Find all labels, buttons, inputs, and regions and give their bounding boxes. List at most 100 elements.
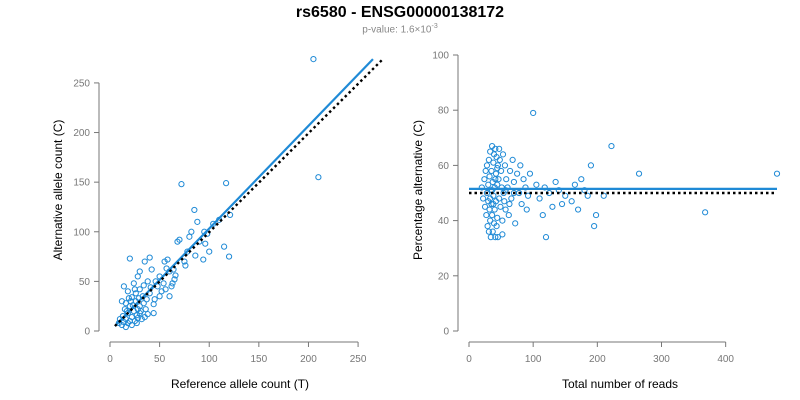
y-tick-label: 0 — [84, 327, 90, 338]
x-tick-label: 200 — [589, 354, 606, 365]
data-point — [492, 176, 499, 183]
y-tick-label: 100 — [73, 227, 90, 238]
data-point — [482, 167, 489, 175]
data-point — [315, 174, 322, 181]
data-point — [494, 162, 501, 169]
data-point — [480, 195, 487, 202]
data-point — [310, 56, 317, 63]
data-point — [223, 180, 230, 187]
data-point — [486, 173, 493, 180]
data-point — [522, 184, 529, 191]
data-point — [499, 217, 506, 224]
x-axis-label: Total number of reads — [562, 377, 678, 391]
data-point — [485, 156, 492, 163]
data-point — [496, 156, 503, 163]
data-point — [191, 206, 198, 214]
data-point — [148, 266, 155, 273]
data-point — [552, 178, 559, 186]
data-point — [181, 258, 188, 265]
data-point — [496, 195, 503, 202]
data-point — [486, 206, 493, 213]
data-point — [533, 181, 540, 188]
data-point — [494, 181, 501, 188]
y-tick-label: 100 — [432, 51, 449, 62]
data-point — [206, 248, 213, 255]
data-point — [162, 286, 169, 293]
data-point — [506, 200, 513, 208]
x-axis-label: Reference allele count (T) — [171, 377, 309, 391]
data-point — [517, 162, 524, 169]
data-point — [485, 228, 492, 235]
data-point — [495, 176, 502, 183]
data-point — [141, 258, 148, 265]
data-point — [484, 223, 491, 230]
y-axis-label: Percentage alternative (C) — [411, 120, 425, 260]
data-point — [499, 231, 506, 238]
x-tick-label: 400 — [717, 354, 734, 365]
data-point — [161, 258, 168, 265]
data-point — [121, 306, 128, 313]
x-tick-label: 0 — [466, 354, 472, 365]
data-point — [508, 195, 515, 202]
data-point — [510, 189, 518, 197]
data-point — [143, 296, 150, 303]
data-point — [773, 170, 781, 177]
data-point — [169, 280, 176, 287]
data-point — [490, 200, 497, 208]
data-point — [174, 238, 181, 245]
data-point — [539, 211, 546, 219]
data-point — [131, 286, 138, 293]
data-point — [501, 198, 508, 205]
y-tick-label: 200 — [73, 128, 90, 139]
data-point — [493, 223, 500, 230]
data-point — [182, 262, 189, 269]
data-point — [137, 308, 144, 315]
x-tick-label: 200 — [300, 354, 317, 365]
y-tick-label: 0 — [443, 327, 449, 338]
data-point — [483, 211, 490, 219]
data-point — [481, 203, 489, 210]
x-tick-label: 50 — [154, 354, 166, 365]
y-tick-label: 20 — [438, 271, 450, 282]
data-point — [503, 176, 510, 183]
data-point — [132, 290, 139, 297]
data-point — [514, 170, 521, 177]
data-point — [499, 151, 507, 158]
data-point — [526, 170, 534, 177]
data-point — [140, 300, 147, 307]
data-point — [120, 283, 127, 290]
data-point — [146, 254, 153, 261]
data-point — [490, 159, 497, 166]
data-point — [128, 321, 135, 329]
y-tick-label: 150 — [73, 178, 90, 189]
data-point — [530, 109, 537, 117]
data-point — [562, 192, 569, 199]
data-point — [131, 317, 138, 325]
data-point — [488, 167, 495, 175]
y-tick-label: 50 — [79, 277, 91, 288]
x-tick-label: 100 — [201, 354, 218, 365]
data-point — [489, 211, 496, 219]
data-point — [578, 176, 585, 183]
data-point — [487, 195, 494, 202]
data-point — [176, 236, 183, 243]
data-point — [178, 181, 185, 188]
data-point — [124, 288, 131, 295]
data-point — [141, 314, 148, 321]
data-point — [505, 211, 512, 219]
data-point — [492, 234, 499, 241]
data-point — [587, 162, 595, 169]
data-point — [494, 234, 501, 241]
data-point — [150, 310, 157, 317]
reference-line — [114, 58, 384, 327]
data-point — [496, 145, 503, 152]
data-point — [200, 256, 207, 263]
x-tick-label: 0 — [107, 354, 113, 365]
data-point — [571, 181, 578, 188]
data-point — [702, 209, 709, 216]
data-point — [485, 181, 492, 188]
pvalue-prefix: p-value: 1.6×10 — [362, 24, 432, 36]
data-point — [591, 223, 598, 230]
data-point — [494, 165, 501, 172]
